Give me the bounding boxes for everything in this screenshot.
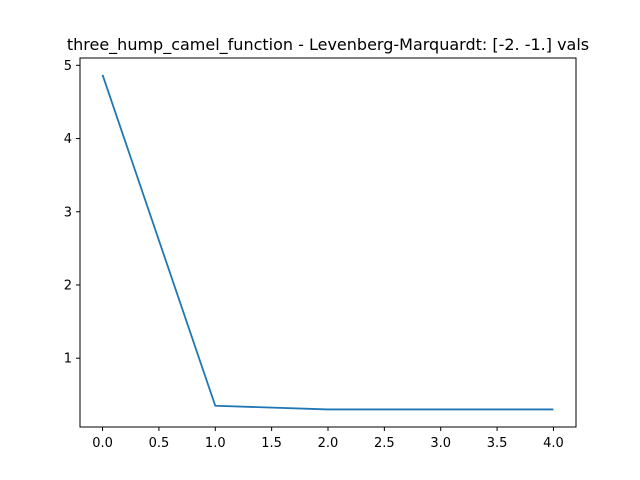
y-tick-label: 5 bbox=[64, 59, 72, 74]
x-tick-label: 1.0 bbox=[205, 436, 226, 451]
y-tick-label: 3 bbox=[64, 205, 72, 220]
y-tick-label: 2 bbox=[64, 278, 72, 293]
x-tick-label: 2.0 bbox=[318, 436, 339, 451]
y-axis: 1 2 3 4 5 bbox=[64, 59, 80, 367]
x-tick-label: 3.5 bbox=[487, 436, 508, 451]
chart-title: three_hump_camel_function - Levenberg-Ma… bbox=[67, 35, 589, 55]
plot-area bbox=[79, 57, 577, 428]
y-tick-label: 1 bbox=[64, 352, 72, 367]
x-tick-label: 0.5 bbox=[149, 436, 170, 451]
x-tick-label: 2.5 bbox=[374, 436, 395, 451]
series-layer bbox=[101, 74, 554, 411]
x-tick-label: 4.0 bbox=[543, 436, 564, 451]
series-line bbox=[101, 74, 554, 411]
x-axis: 0.0 0.5 1.0 1.5 2.0 2.5 3.0 3.5 4.0 bbox=[92, 427, 564, 451]
x-tick-label: 0.0 bbox=[92, 436, 113, 451]
x-tick-label: 3.0 bbox=[430, 436, 451, 451]
x-tick-label: 1.5 bbox=[261, 436, 282, 451]
y-tick-label: 4 bbox=[64, 132, 72, 147]
